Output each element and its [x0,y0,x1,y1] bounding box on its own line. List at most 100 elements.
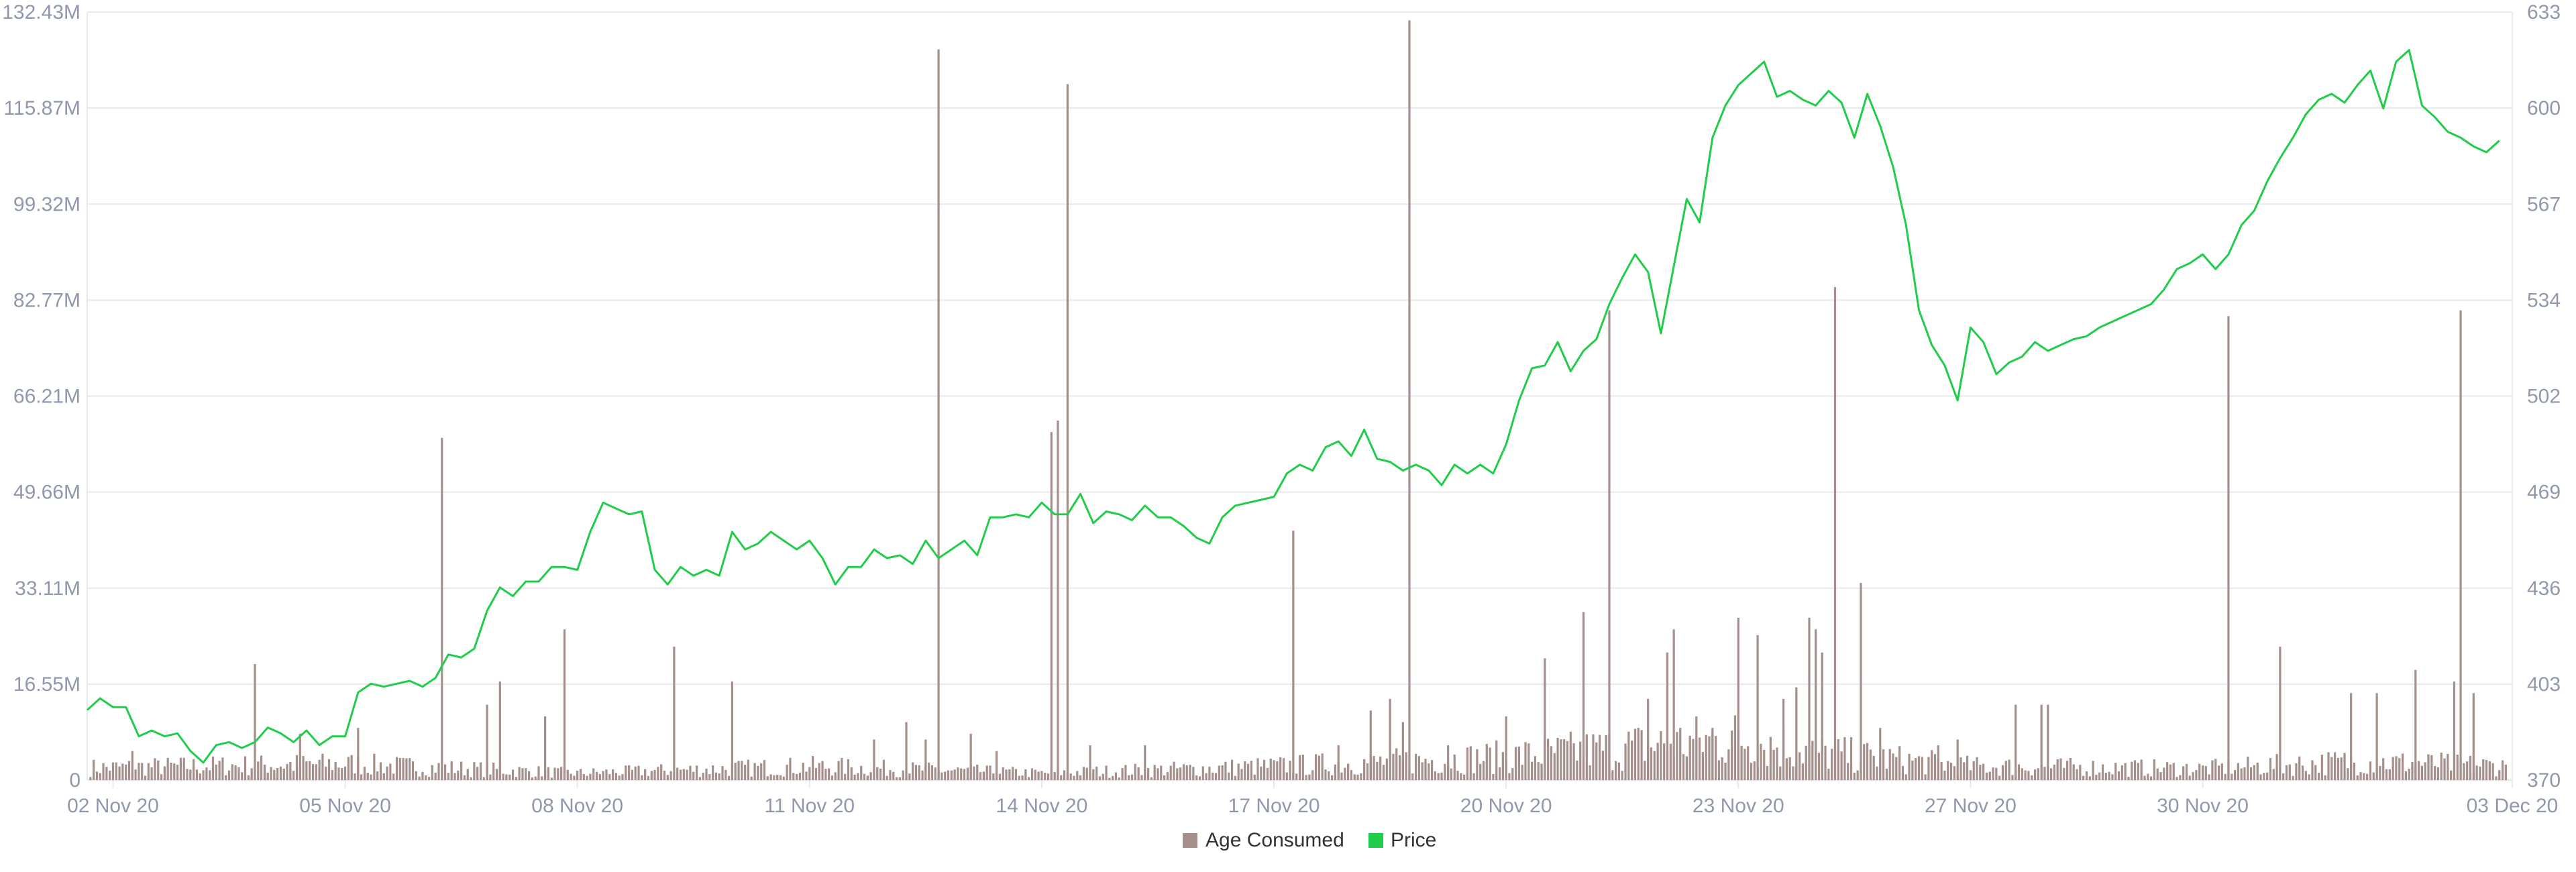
age-consumed-bar [405,758,408,780]
age-consumed-bar [996,751,998,780]
age-consumed-bar [830,775,834,780]
age-consumed-bar [2408,769,2410,780]
age-consumed-bar [125,764,127,780]
age-consumed-bar [1947,761,1949,780]
age-consumed-bar [1424,759,1427,780]
age-consumed-bar [1656,743,1659,780]
age-consumed-bar [518,767,521,780]
age-consumed-bar [2414,669,2417,780]
age-consumed-bar [415,771,417,780]
age-consumed-bar [960,768,963,780]
age-consumed-bar [1785,758,1788,780]
age-consumed-bar [769,774,772,780]
age-consumed-bar [363,767,366,780]
age-consumed-bar [121,763,124,780]
age-consumed-bar [2043,767,2046,780]
age-consumed-bar [370,774,372,780]
age-consumed-bar [1289,761,1291,780]
age-consumed-bar [311,763,315,780]
age-consumed-bar [2233,770,2237,780]
age-consumed-bar [2453,682,2456,780]
age-consumed-bar [2275,754,2278,780]
age-consumed-bar [95,771,99,780]
age-consumed-bar [814,767,818,780]
age-consumed-bar [431,765,433,780]
age-consumed-bar [1153,765,1156,780]
age-consumed-bar [1295,773,1298,780]
age-consumed-bar [1224,761,1227,780]
age-consumed-bar [205,767,208,780]
age-consumed-bar [1824,745,1827,780]
age-consumed-bar [1005,769,1008,780]
age-consumed-bar [2372,772,2375,780]
age-consumed-bar [928,762,930,780]
age-consumed-bar [1189,765,1191,780]
age-consumed-bar [1014,769,1018,780]
age-consumed-bar [343,766,347,780]
age-consumed-bar [705,768,708,780]
age-consumed-bar [1963,762,1966,780]
age-consumed-bar [111,762,115,780]
age-consumed-bar [1769,737,1772,780]
age-consumed-bar [2211,760,2214,780]
age-consumed-bar [1582,612,1585,780]
age-consumed-bar [1405,752,1407,780]
age-consumed-bar [892,771,895,780]
age-consumed-bar [1795,687,1798,780]
age-consumed-bar [666,775,669,780]
age-consumed-bar [637,765,640,780]
age-consumed-bar [1279,757,1282,780]
y-right-tick-label: 370 [2527,769,2561,792]
age-consumed-bar [724,769,727,780]
age-consumed-bar [1892,753,1894,780]
age-consumed-bar [866,775,869,780]
age-consumed-bar [382,773,385,780]
age-consumed-bar [1869,749,1872,780]
age-consumed-bar [366,773,369,780]
age-consumed-bar [492,762,495,780]
age-consumed-bar [1489,747,1491,780]
age-consumed-bar [2282,773,2285,780]
age-consumed-bar [1605,734,1607,780]
age-consumed-bar [134,769,137,780]
age-consumed-bar [2101,764,2104,780]
age-consumed-bar [930,765,934,780]
age-consumed-bar [992,773,995,780]
age-consumed-bar [625,765,627,780]
age-consumed-bar [1466,747,1469,780]
age-consumed-bar [641,775,643,780]
age-consumed-bar [2072,764,2075,780]
age-consumed-bar [2320,755,2323,780]
age-consumed-bar [1715,736,1717,780]
age-consumed-bar [1915,758,1917,780]
age-consumed-bar [1130,774,1134,780]
age-consumed-bar [844,773,847,780]
age-consumed-bar [2049,768,2053,780]
age-consumed-bar [1157,768,1159,780]
age-consumed-bar [2308,774,2310,780]
age-consumed-bar [150,767,153,780]
age-consumed-bar [486,704,488,780]
age-consumed-bar [2382,758,2385,780]
age-consumed-bar [1692,739,1695,780]
age-consumed-bar [2443,758,2446,780]
age-consumed-bar [2182,766,2185,780]
age-consumed-bar [808,767,811,780]
age-consumed-bar [1563,739,1566,780]
age-consumed-bar [199,773,201,780]
age-consumed-bar [1847,763,1849,780]
age-consumed-bar [434,772,437,780]
age-consumed-bar [2247,756,2249,780]
age-consumed-bar [1811,741,1814,780]
age-consumed-bar [341,767,343,780]
y-right-tick-label: 567 [2527,193,2561,215]
age-consumed-bar [850,767,853,780]
age-consumed-bar [115,762,117,780]
age-consumed-bar [1137,767,1140,780]
age-consumed-bar [534,776,537,780]
age-consumed-bar [976,765,979,780]
age-consumed-bar [1476,749,1479,780]
age-consumed-bar [1082,767,1085,780]
age-consumed-bar [1879,728,1882,780]
age-consumed-bar [963,769,966,780]
